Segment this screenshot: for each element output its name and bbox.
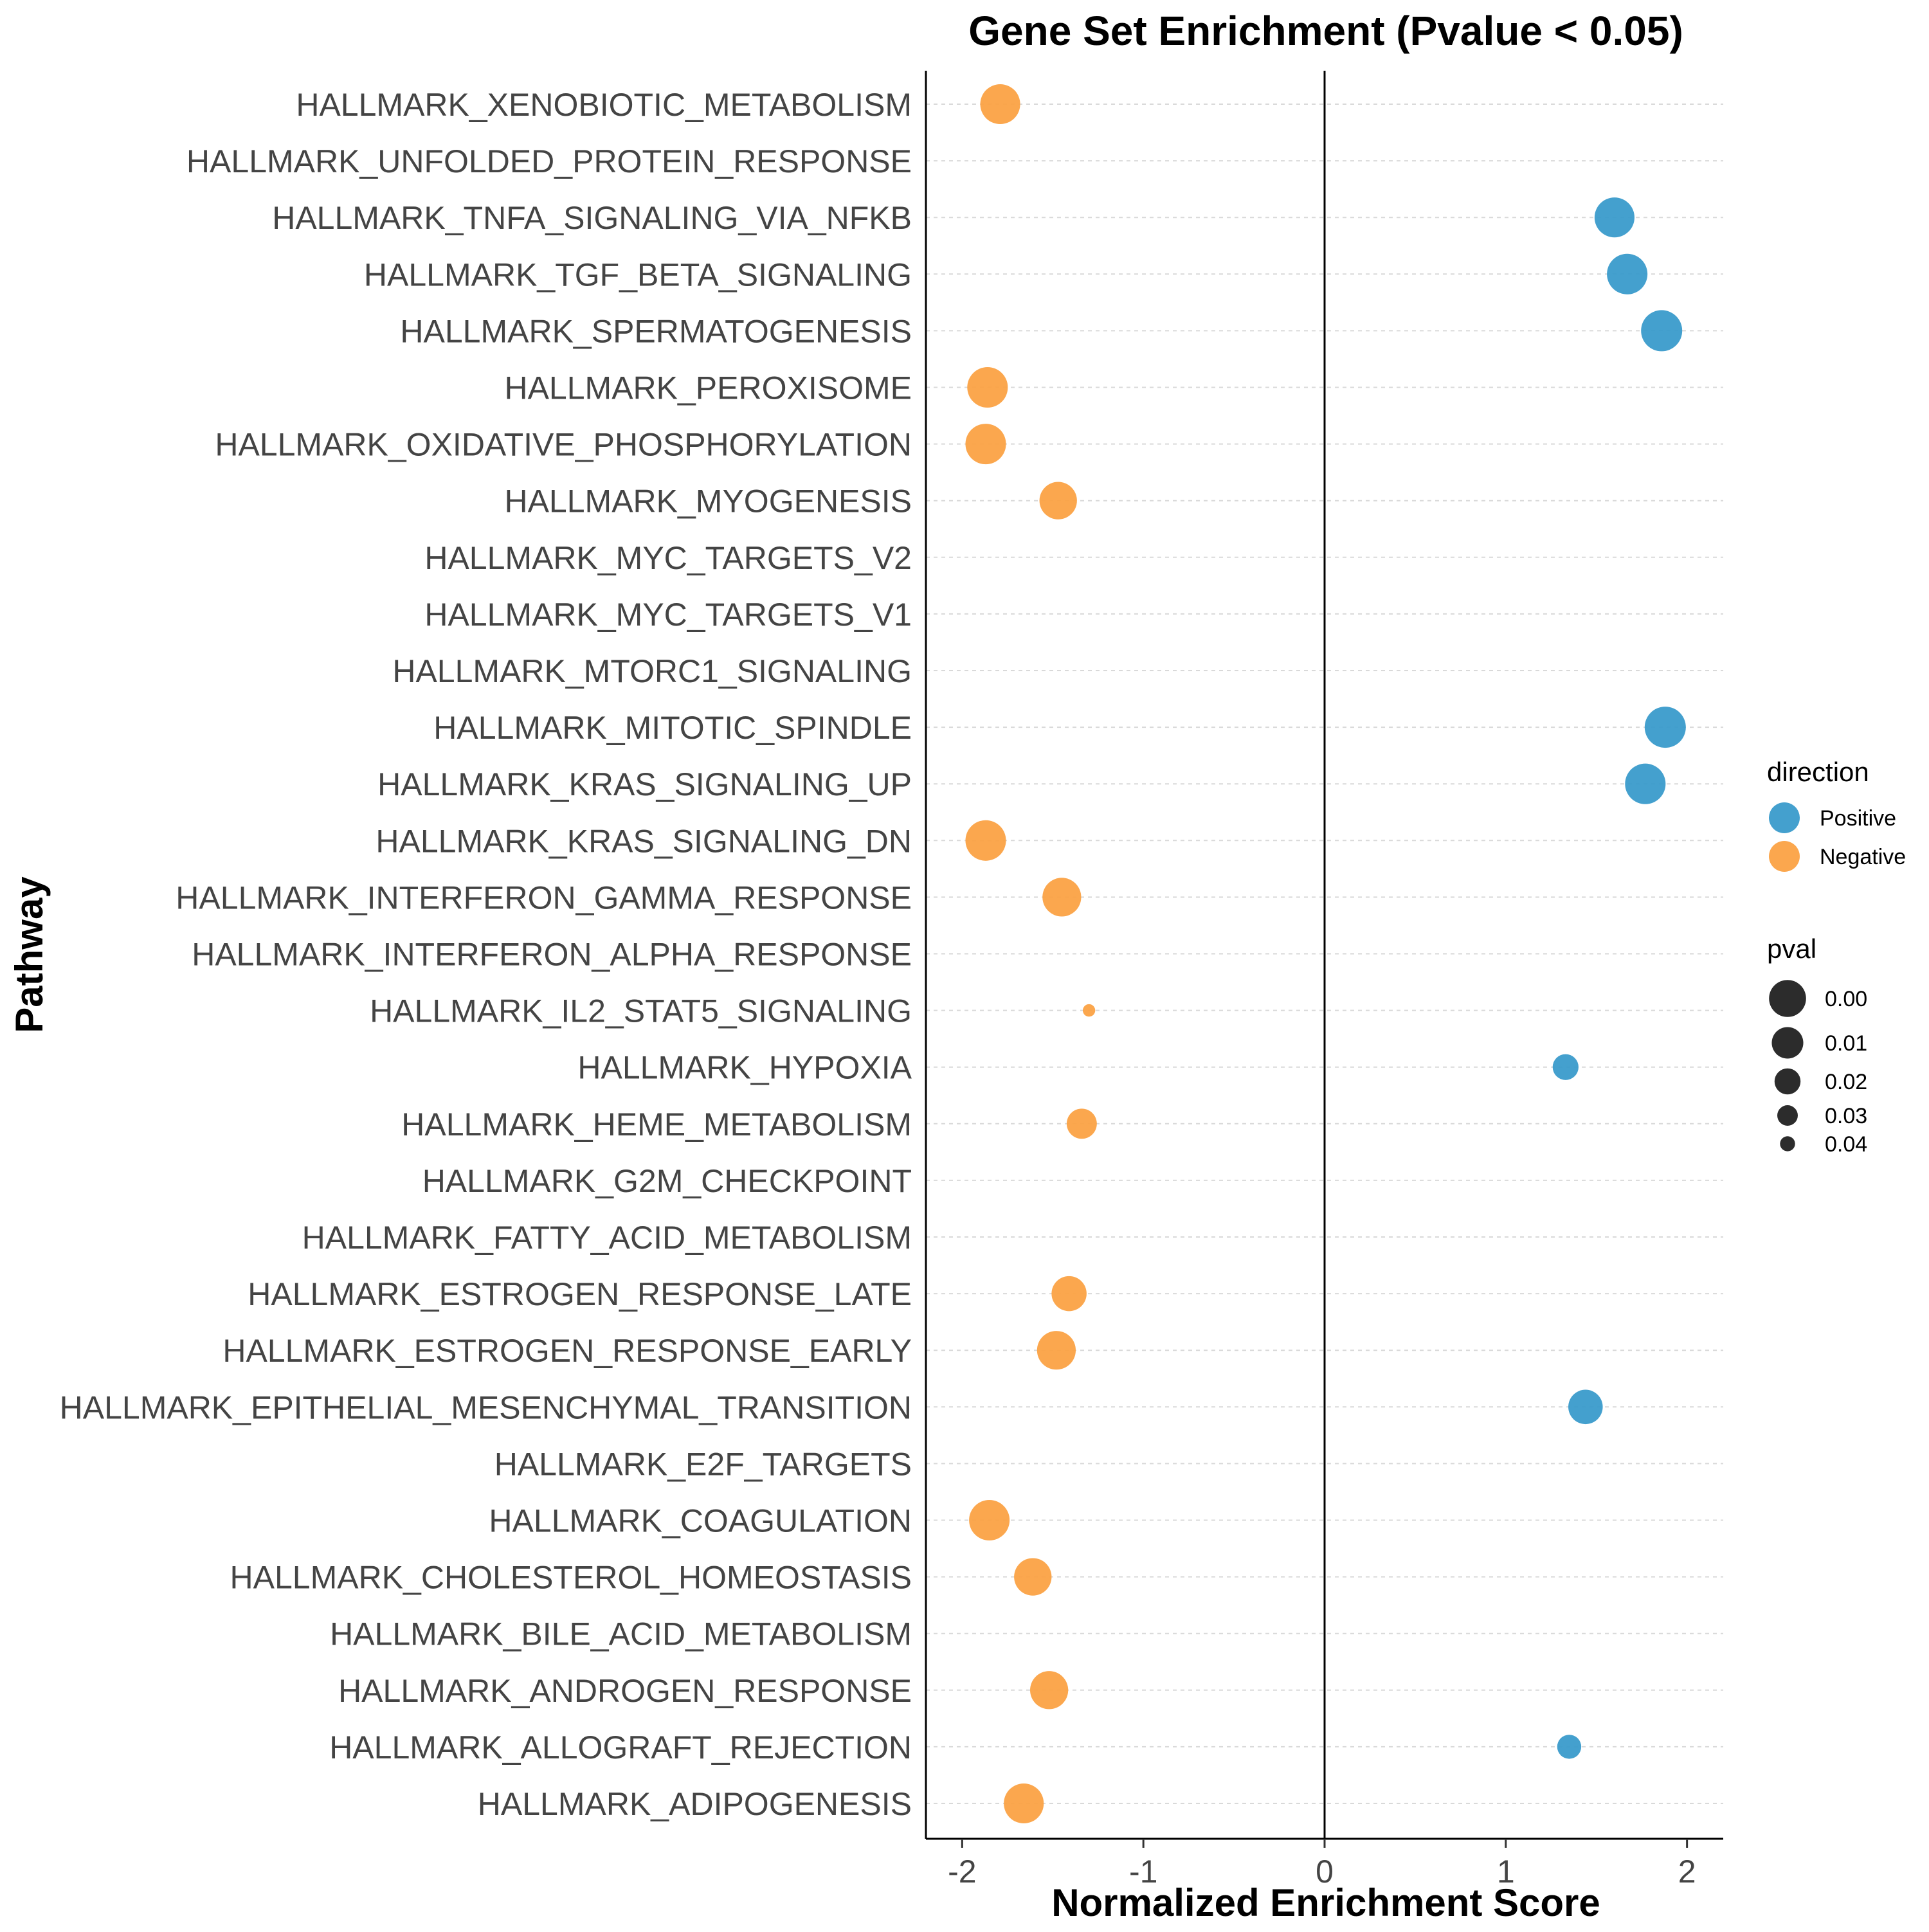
data-point	[967, 366, 1008, 408]
pathway-label: HALLMARK_ESTROGEN_RESPONSE_LATE	[248, 1276, 912, 1312]
legend-pval-swatch	[1769, 980, 1806, 1017]
data-point	[1557, 1735, 1582, 1759]
pathway-label: HALLMARK_TGF_BETA_SIGNALING	[364, 257, 912, 293]
legend-direction-swatch	[1769, 841, 1800, 872]
legend-direction: direction Positive Negative	[1767, 757, 1906, 872]
pathway-label: HALLMARK_UNFOLDED_PROTEIN_RESPONSE	[186, 143, 912, 179]
x-ticks: -2 -1 0 1 2	[948, 1839, 1696, 1890]
pathway-label: HALLMARK_EPITHELIAL_MESENCHYMAL_TRANSITI…	[60, 1389, 912, 1425]
pathway-label: HALLMARK_MITOTIC_SPINDLE	[433, 710, 912, 746]
legend-direction-label: Positive	[1820, 806, 1896, 831]
pathway-label: HALLMARK_CHOLESTEROL_HOMEOSTASIS	[230, 1560, 912, 1596]
data-point	[1644, 707, 1686, 748]
legend-pval-swatch	[1771, 1027, 1804, 1059]
x-axis-title: Normalized Enrichment Score	[1051, 1881, 1600, 1924]
pathway-label: HALLMARK_G2M_CHECKPOINT	[422, 1163, 912, 1199]
legend-pval-label: 0.00	[1825, 987, 1867, 1011]
data-point	[1039, 482, 1077, 519]
data-point	[1037, 1331, 1076, 1370]
pathway-labels: HALLMARK_XENOBIOTIC_METABOLISM HALLMARK_U…	[60, 87, 912, 1822]
pathway-label: HALLMARK_KRAS_SIGNALING_UP	[377, 766, 912, 802]
data-point	[1082, 1004, 1096, 1017]
data-point	[1066, 1108, 1097, 1139]
pathway-label: HALLMARK_ANDROGEN_RESPONSE	[338, 1673, 912, 1709]
data-point	[1641, 310, 1683, 352]
y-axis-title: Pathway	[8, 876, 51, 1033]
pathway-label: HALLMARK_MTORC1_SIGNALING	[392, 653, 912, 689]
pathway-label: HALLMARK_FATTY_ACID_METABOLISM	[302, 1220, 912, 1256]
x-tick-label: 2	[1678, 1854, 1696, 1890]
data-point	[1594, 197, 1635, 238]
data-point	[1625, 763, 1666, 804]
pathway-label: HALLMARK_COAGULATION	[489, 1503, 912, 1539]
legend-pval-swatch	[1777, 1105, 1798, 1126]
legend-pval-title: pval	[1767, 934, 1816, 964]
pathway-label: HALLMARK_OXIDATIVE_PHOSPHORYLATION	[215, 427, 912, 463]
x-tick-label: 0	[1316, 1854, 1334, 1890]
chart-title: Gene Set Enrichment (Pvalue < 0.05)	[968, 8, 1683, 54]
x-tick-label: -2	[948, 1854, 976, 1890]
data-point	[1014, 1558, 1052, 1596]
legend-direction-title: direction	[1767, 757, 1869, 787]
data-point	[1004, 1783, 1044, 1824]
legend-pval-swatch	[1780, 1136, 1795, 1151]
pathway-label: HALLMARK_PEROXISOME	[504, 370, 912, 406]
legend-direction-swatch	[1769, 802, 1800, 833]
legend-pval-label: 0.01	[1825, 1031, 1867, 1056]
pathway-label: HALLMARK_ALLOGRAFT_REJECTION	[329, 1729, 912, 1765]
pathway-label: HALLMARK_TNFA_SIGNALING_VIA_NFKB	[272, 200, 912, 236]
data-point	[1552, 1054, 1579, 1080]
pathway-label: HALLMARK_MYC_TARGETS_V1	[424, 597, 912, 633]
legend-pval: pval 0.00 0.01 0.02 0.03 0.04	[1767, 934, 1867, 1157]
pathway-label: HALLMARK_INTERFERON_ALPHA_RESPONSE	[192, 937, 912, 973]
pathway-label: HALLMARK_HEME_METABOLISM	[401, 1106, 912, 1142]
data-point	[1042, 878, 1082, 917]
pathway-label: HALLMARK_XENOBIOTIC_METABOLISM	[296, 87, 912, 123]
x-tick-label: -1	[1129, 1854, 1157, 1890]
pathway-label: HALLMARK_INTERFERON_GAMMA_RESPONSE	[176, 880, 912, 916]
pathway-label: HALLMARK_E2F_TARGETS	[494, 1446, 912, 1482]
legend-direction-label: Negative	[1820, 845, 1906, 869]
pathway-label: HALLMARK_ADIPOGENESIS	[478, 1786, 912, 1822]
data-point	[965, 424, 1006, 465]
legend-pval-label: 0.04	[1825, 1132, 1867, 1157]
pathway-label: HALLMARK_MYC_TARGETS_V2	[424, 540, 912, 576]
pathway-label: HALLMARK_HYPOXIA	[577, 1050, 912, 1086]
pathway-label: HALLMARK_BILE_ACID_METABOLISM	[330, 1616, 912, 1652]
data-point	[1568, 1389, 1603, 1425]
data-point	[1030, 1671, 1069, 1710]
x-tick-label: 1	[1497, 1854, 1515, 1890]
pathway-label: HALLMARK_MYOGENESIS	[504, 483, 912, 519]
data-point	[965, 820, 1006, 861]
pathway-label: HALLMARK_SPERMATOGENESIS	[400, 313, 912, 349]
legend-pval-label: 0.02	[1825, 1070, 1867, 1094]
data-point	[1607, 253, 1648, 294]
data-points	[965, 84, 1686, 1824]
pathway-label: HALLMARK_IL2_STAT5_SIGNALING	[370, 993, 912, 1029]
data-point	[980, 84, 1020, 125]
data-point	[1051, 1276, 1087, 1312]
legend-pval-label: 0.03	[1825, 1104, 1867, 1128]
legend-pval-swatch	[1774, 1068, 1801, 1095]
data-point	[969, 1499, 1010, 1541]
pathway-label: HALLMARK_ESTROGEN_RESPONSE_EARLY	[222, 1333, 912, 1369]
pathway-label: HALLMARK_KRAS_SIGNALING_DN	[376, 823, 912, 859]
